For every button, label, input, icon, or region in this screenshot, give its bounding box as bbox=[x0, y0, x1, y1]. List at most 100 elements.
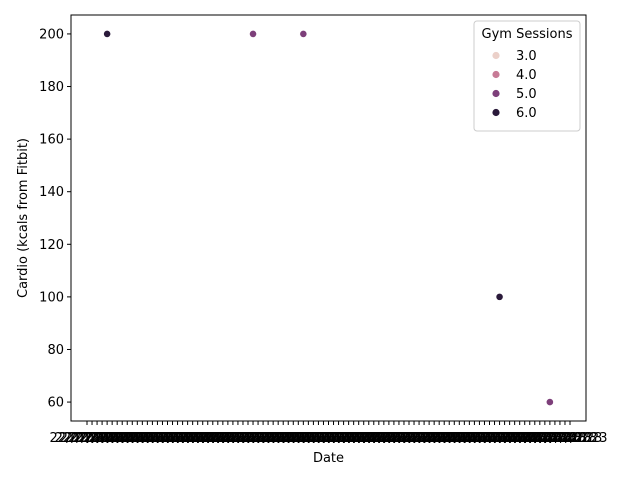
x-tick-label: 22/07/2023 bbox=[417, 431, 492, 446]
x-tick-label: 22/07/2023 bbox=[110, 431, 185, 446]
legend-label: 6.0 bbox=[516, 106, 537, 121]
x-tick-label: 22/07/2023 bbox=[180, 431, 255, 446]
x-tick-label: 22/07/2023 bbox=[487, 431, 562, 446]
legend: Gym Sessions 3.0 4.0 5.0 6.0 bbox=[473, 20, 581, 132]
legend-label: 4.0 bbox=[516, 68, 537, 83]
x-tick-label: 22/07/2023 bbox=[135, 431, 210, 446]
x-tick-label: 22/07/2023 bbox=[326, 431, 401, 446]
x-tick-label: 22/07/2023 bbox=[311, 431, 386, 446]
x-tick-label: 22/07/2023 bbox=[502, 431, 577, 446]
x-tick-label: 22/07/2023 bbox=[482, 431, 557, 446]
data-point bbox=[103, 30, 112, 38]
x-tick-label: 22/07/2023 bbox=[462, 431, 537, 446]
legend-marker bbox=[492, 89, 500, 98]
x-tick-label: 22/07/2023 bbox=[296, 431, 371, 446]
x-tick-label: 22/07/2023 bbox=[130, 431, 205, 446]
x-tick-label: 22/07/2023 bbox=[155, 431, 230, 446]
x-tick-label: 22/07/2023 bbox=[437, 431, 512, 446]
legend-title: Gym Sessions bbox=[482, 27, 573, 42]
x-tick-label: 22/07/2023 bbox=[90, 431, 165, 446]
x-tick-label: 22/07/2023 bbox=[276, 431, 351, 446]
data-point bbox=[545, 398, 554, 406]
x-tick-label: 22/07/2023 bbox=[427, 431, 502, 446]
x-tick-label: 22/07/2023 bbox=[387, 431, 462, 446]
x-tick-label: 22/07/2023 bbox=[341, 431, 416, 446]
x-tick-label: 22/07/2023 bbox=[397, 431, 472, 446]
x-tick-label: 22/07/2023 bbox=[175, 431, 250, 446]
x-tick-label: 22/07/2023 bbox=[95, 431, 170, 446]
x-tick-label: 22/07/2023 bbox=[200, 431, 275, 446]
x-tick-label: 22/07/2023 bbox=[321, 431, 396, 446]
x-tick-label: 22/07/2023 bbox=[140, 431, 215, 446]
x-tick-label: 22/07/2023 bbox=[372, 431, 447, 446]
x-tick-label: 22/07/2023 bbox=[216, 431, 291, 446]
x-tick-label: 22/07/2023 bbox=[221, 431, 296, 446]
x-tick-label: 22/07/2023 bbox=[497, 431, 572, 446]
y-tick-label: 140 bbox=[39, 185, 64, 200]
y-tick-label: 120 bbox=[39, 238, 64, 253]
x-tick-label: 22/07/2023 bbox=[70, 431, 145, 446]
x-tick-label: 22/07/2023 bbox=[150, 431, 225, 446]
x-tick-label: 22/07/2023 bbox=[467, 431, 542, 446]
x-tick-label: 22/07/2023 bbox=[492, 431, 567, 446]
x-tick-label: 22/07/2023 bbox=[190, 431, 265, 446]
x-tick-label: 22/07/2023 bbox=[241, 431, 316, 446]
x-tick-label: 22/07/2023 bbox=[145, 431, 220, 446]
x-tick-label: 22/07/2023 bbox=[382, 431, 457, 446]
data-point bbox=[299, 30, 308, 38]
x-tick-label: 22/07/2023 bbox=[125, 431, 200, 446]
x-axis-ticks: 22/07/202322/07/202322/07/202322/07/2023… bbox=[50, 421, 608, 446]
legend-box bbox=[473, 20, 581, 132]
x-tick-label: 22/07/2023 bbox=[100, 431, 175, 446]
x-tick-label: 22/07/2023 bbox=[432, 431, 507, 446]
x-tick-label: 22/07/2023 bbox=[512, 431, 587, 446]
y-tick-label: 180 bbox=[39, 80, 64, 95]
x-tick-label: 22/07/2023 bbox=[306, 431, 381, 446]
x-tick-label: 22/07/2023 bbox=[211, 431, 286, 446]
x-tick-label: 22/07/2023 bbox=[261, 431, 336, 446]
x-tick-label: 22/07/2023 bbox=[85, 431, 160, 446]
data-points bbox=[103, 30, 554, 406]
x-tick-label: 22/07/2023 bbox=[231, 431, 306, 446]
legend-label: 5.0 bbox=[516, 87, 537, 102]
x-tick-label: 22/07/2023 bbox=[65, 431, 140, 446]
x-tick-label: 22/07/2023 bbox=[392, 431, 467, 446]
x-tick-label: 22/07/2023 bbox=[281, 431, 356, 446]
y-tick-label: 160 bbox=[39, 133, 64, 148]
data-point bbox=[495, 292, 504, 301]
x-tick-label: 22/07/2023 bbox=[336, 431, 411, 446]
legend-label: 3.0 bbox=[516, 49, 537, 64]
x-tick-label: 22/07/2023 bbox=[442, 431, 517, 446]
x-tick-label: 22/07/2023 bbox=[185, 431, 260, 446]
y-tick-label: 200 bbox=[39, 27, 64, 42]
x-tick-label: 22/07/2023 bbox=[251, 431, 326, 446]
x-tick-label: 22/07/2023 bbox=[377, 431, 452, 446]
x-tick-label: 22/07/2023 bbox=[422, 431, 497, 446]
x-tick-label: 22/07/2023 bbox=[522, 431, 597, 446]
x-tick-label: 22/07/2023 bbox=[331, 431, 406, 446]
x-tick-label: 22/07/2023 bbox=[120, 431, 195, 446]
x-tick-label: 22/07/2023 bbox=[356, 431, 431, 446]
x-tick-label: 22/07/2023 bbox=[55, 431, 130, 446]
x-tick-label: 22/07/2023 bbox=[266, 431, 341, 446]
x-tick-label: 22/07/2023 bbox=[367, 431, 442, 446]
x-tick-label: 22/07/2023 bbox=[286, 431, 361, 446]
x-tick-label: 22/07/2023 bbox=[60, 431, 135, 446]
x-tick-label: 22/07/2023 bbox=[50, 431, 125, 446]
x-tick-label: 22/07/2023 bbox=[361, 431, 436, 446]
x-tick-label: 22/07/2023 bbox=[533, 431, 608, 446]
x-tick-label: 22/07/2023 bbox=[246, 431, 321, 446]
x-tick-label: 22/07/2023 bbox=[477, 431, 552, 446]
x-tick-label: 22/07/2023 bbox=[457, 431, 532, 446]
x-tick-label: 22/07/2023 bbox=[165, 431, 240, 446]
x-tick-label: 22/07/2023 bbox=[452, 431, 527, 446]
legend-marker bbox=[492, 51, 500, 60]
x-tick-label: 22/07/2023 bbox=[236, 431, 311, 446]
x-tick-label: 22/07/2023 bbox=[407, 431, 482, 446]
x-tick-label: 22/07/2023 bbox=[160, 431, 235, 446]
x-tick-label: 22/07/2023 bbox=[75, 431, 150, 446]
x-tick-label: 22/07/2023 bbox=[115, 431, 190, 446]
plot-area-frame bbox=[70, 14, 587, 422]
y-axis-label: Cardio (kcals from Fitbit) bbox=[16, 138, 31, 298]
